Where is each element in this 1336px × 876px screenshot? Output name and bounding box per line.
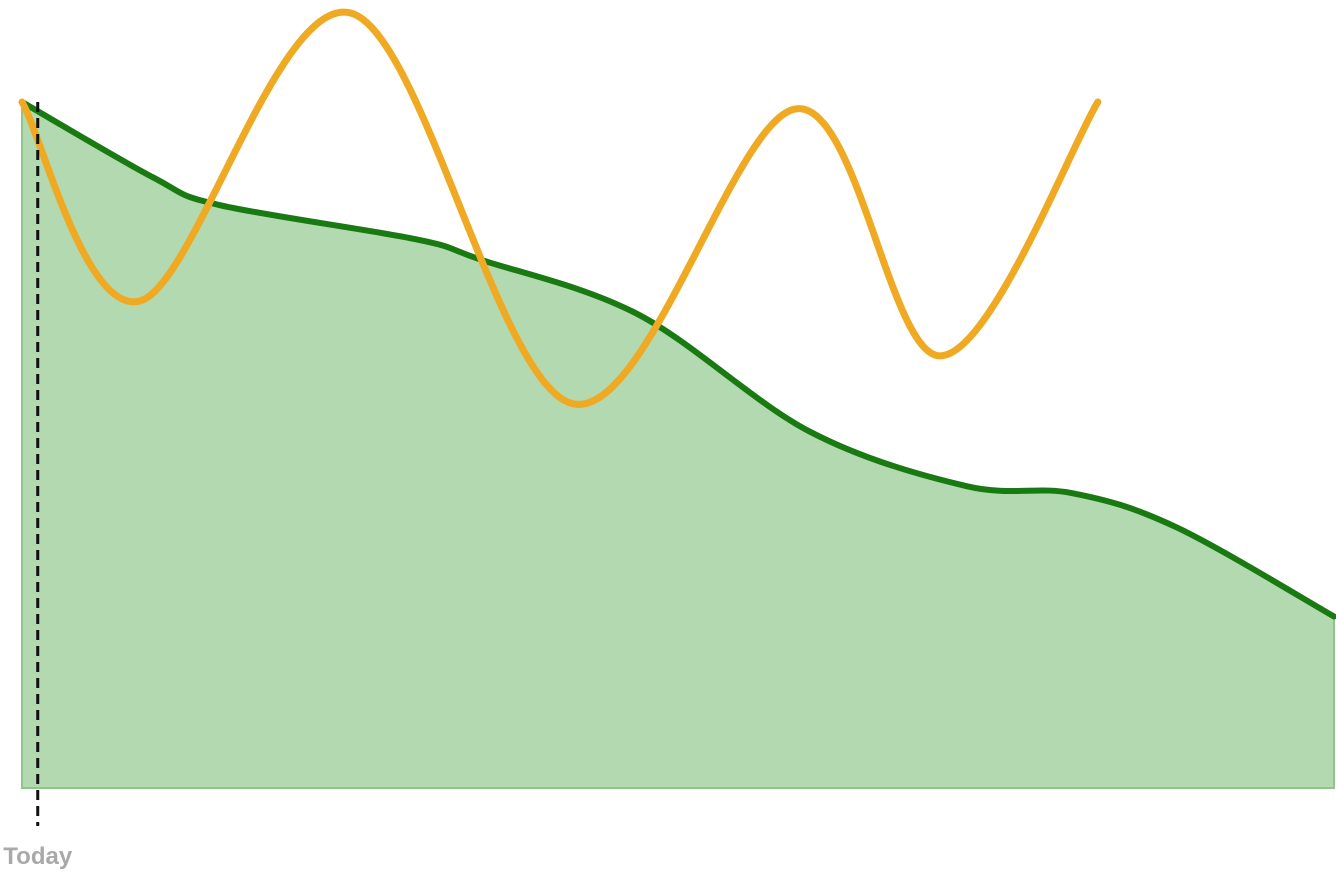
today-label: Today — [3, 843, 73, 870]
line-series-1 — [18, 8, 1102, 408]
annotation-group: Today — [3, 102, 73, 870]
line-series-group — [18, 8, 1102, 408]
area-series-0-line — [19, 99, 1336, 620]
area-series-group — [19, 99, 1336, 789]
